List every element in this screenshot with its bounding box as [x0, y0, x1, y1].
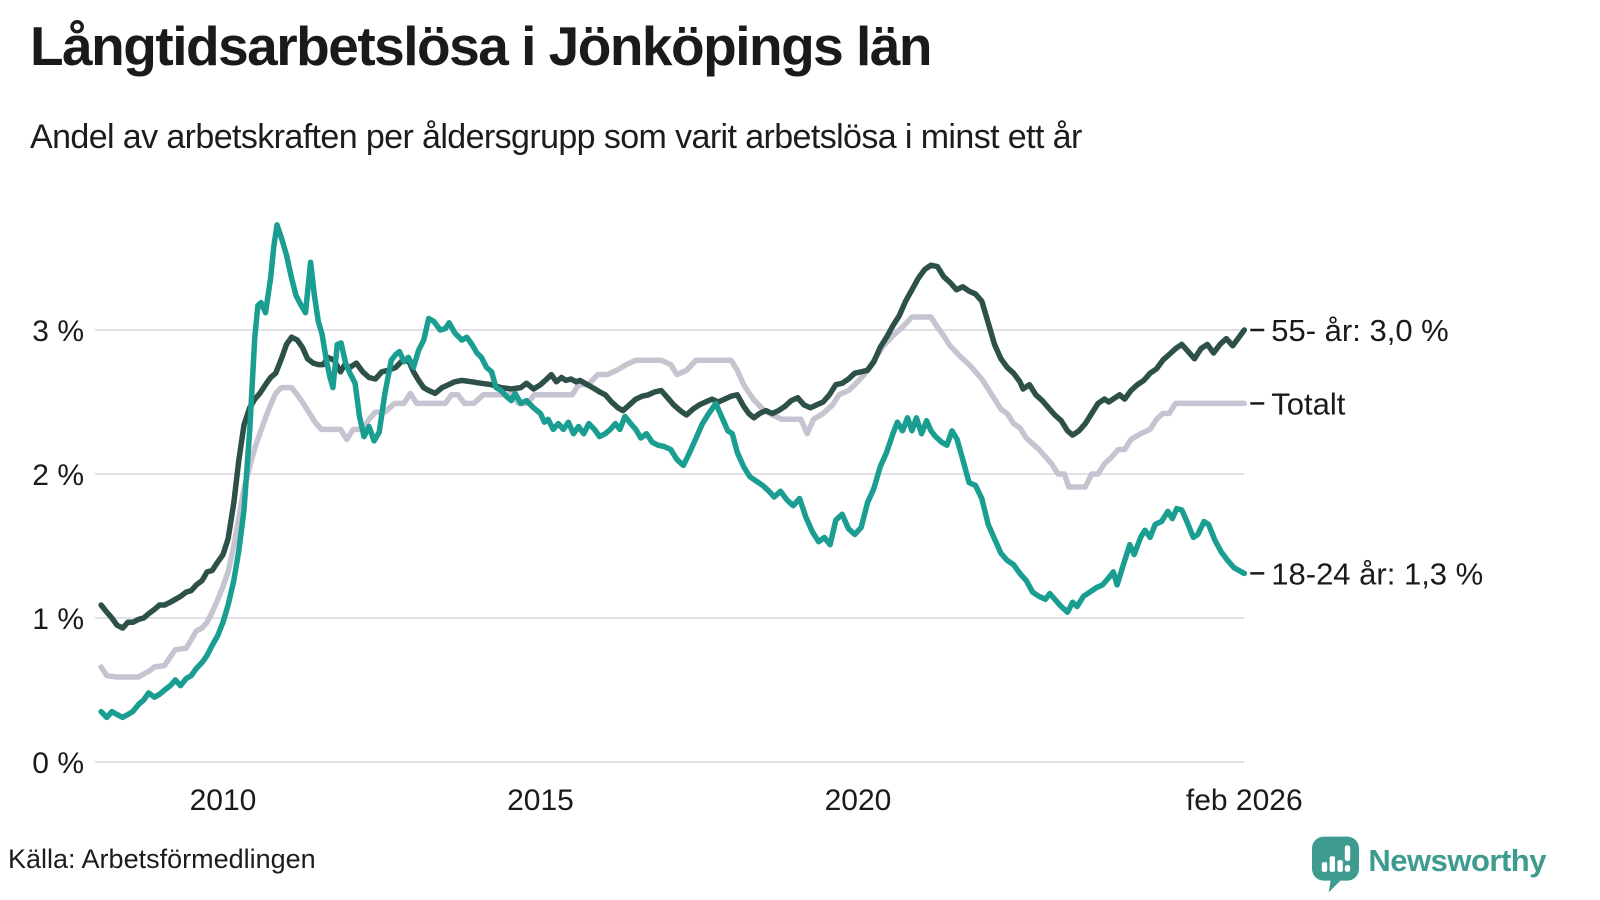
source-note: Källa: Arbetsförmedlingen — [8, 844, 316, 874]
x-tick-label: 2010 — [190, 784, 257, 817]
series-end-label: 18-24 år: 1,3 % — [1271, 556, 1483, 591]
x-tick-label: 2015 — [507, 784, 574, 817]
newsworthy-logo-icon — [1312, 836, 1360, 893]
y-tick-label: 3 % — [32, 315, 84, 348]
chart-title: Långtidsarbetslösa i Jönköpings län — [30, 15, 933, 77]
series-line-Totalt — [98, 314, 1248, 680]
series-line-18-24 år — [98, 222, 1248, 721]
newsworthy-logo-text: Newsworthy — [1368, 843, 1546, 878]
series-line-55- år — [98, 262, 1248, 631]
newsworthy-logo[interactable]: Newsworthy — [1312, 836, 1546, 894]
y-tick-label: 2 % — [32, 459, 84, 492]
x-tick-label: feb 2026 — [1186, 784, 1303, 817]
y-tick-label: 0 % — [32, 747, 84, 780]
y-tick-label: 1 % — [32, 603, 84, 636]
series-end-label: Totalt — [1271, 386, 1345, 421]
x-tick-label: 2020 — [825, 784, 892, 817]
chart-subtitle: Andel av arbetskraften per åldersgrupp s… — [30, 118, 1082, 156]
series-end-label: 55- år: 3,0 % — [1271, 313, 1448, 348]
